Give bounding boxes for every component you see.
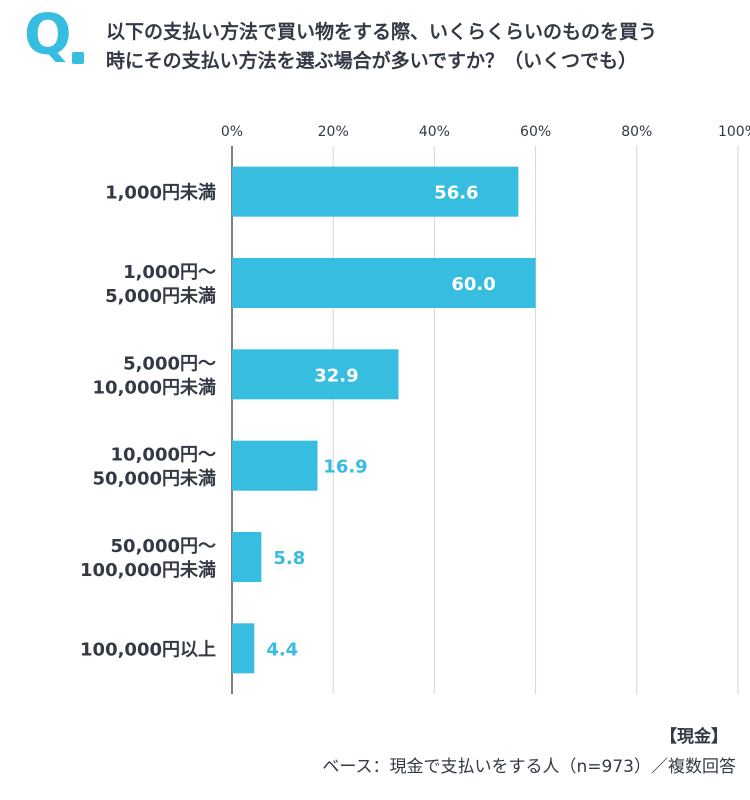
- bar-3: [232, 440, 318, 491]
- q-dot-icon: [72, 52, 84, 64]
- question-text: 以下の支払い方法で買い物をする際、いくらくらいのものを買う 時にその支払い方法を…: [106, 18, 746, 76]
- value-label-2: 32.9: [314, 365, 358, 386]
- category-label-4-line-0: 50,000円～: [111, 536, 216, 557]
- tick-label-0: 0%: [221, 124, 243, 140]
- category-label-1-line-0: 1,000円～: [123, 262, 216, 283]
- value-label-4: 5.8: [273, 548, 305, 569]
- category-label-2: 5,000円～ 10,000円未満: [93, 353, 216, 398]
- category-label-2-line-0: 5,000円～: [123, 353, 216, 374]
- tick-label-3: 60%: [520, 124, 551, 140]
- tick-label-1: 20%: [318, 124, 349, 140]
- category-label-3: 10,000円～ 50,000円未満: [93, 445, 216, 490]
- category-label-3-line-1: 50,000円未満: [93, 468, 216, 490]
- question-line-1: 以下の支払い方法で買い物をする際、いくらくらいのものを買う: [106, 21, 658, 43]
- question-line-2: 時にその支払い方法を選ぶ場合が多いですか？（いくつでも）: [106, 50, 638, 72]
- category-label-0-line-0: 1,000円未満: [105, 182, 216, 204]
- value-label-1: 60.0: [451, 274, 495, 295]
- payment-method-tag: 【現金】: [660, 727, 728, 747]
- bar-4: [232, 532, 262, 582]
- tick-label-4: 80%: [621, 124, 652, 140]
- category-label-5-line-0: 100,000円以上: [80, 639, 216, 660]
- tick-label-layer: 0% 20% 40% 60% 80% 100%: [221, 124, 750, 140]
- bar-1: [232, 258, 536, 308]
- bar-5: [232, 623, 255, 674]
- tick-label-5: 100%: [718, 124, 750, 140]
- tick-label-2: 40%: [419, 124, 450, 140]
- category-label-5: 100,000円以上: [80, 639, 216, 660]
- value-label-5: 4.4: [266, 639, 298, 660]
- category-label-1: 1,000円～ 5,000円未満: [105, 262, 216, 307]
- category-label-4: 50,000円～ 100,000円未満: [80, 536, 216, 581]
- value-label-0: 56.6: [434, 183, 478, 204]
- bar-2: [232, 349, 399, 400]
- category-label-4-line-1: 100,000円未満: [80, 559, 216, 581]
- category-label-3-line-0: 10,000円～: [111, 445, 216, 466]
- category-label-0: 1,000円未満: [105, 182, 216, 204]
- value-label-3: 16.9: [323, 457, 367, 478]
- value-label-layer: 56.6 60.0 32.9 16.9 5.8 4.4: [266, 183, 495, 661]
- q-mark-icon: Q: [24, 3, 72, 68]
- grid-layer: [231, 146, 739, 694]
- base-note: ベース：現金で支払いをする人（n=973）／複数回答: [322, 757, 736, 777]
- category-label-1-line-1: 5,000円未満: [105, 285, 216, 307]
- bar-0: [232, 166, 519, 217]
- bar-layer: [232, 166, 536, 674]
- category-label-2-line-1: 10,000円未満: [93, 376, 216, 398]
